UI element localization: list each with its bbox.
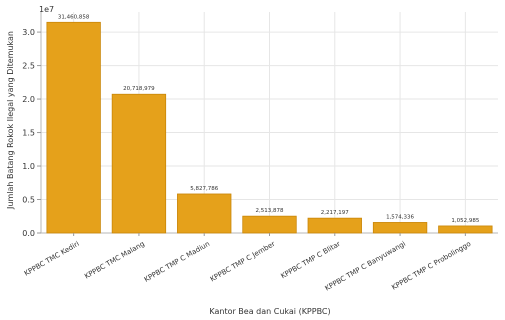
bar: [46, 21, 101, 234]
x-tick-label: KPPBC TMP C Madiun: [143, 240, 211, 284]
bar: [372, 222, 428, 234]
bar-value-label: 5,827,786: [190, 186, 218, 192]
bars-layer: [46, 21, 493, 234]
bar: [111, 93, 167, 234]
y-ticks-layer: 0.0 0.5 1.0 1.5 2.0 2.5 3.0: [22, 28, 41, 238]
bar-labels-layer: 31,460,858 20,718,979 5,827,786 2,513,878 2,…: [58, 14, 480, 224]
bar-value-label: 2,513,878: [256, 208, 284, 214]
y-tick-label: 0.5: [22, 196, 35, 205]
x-tick-label: KPPBC TMP C Jember: [209, 240, 277, 284]
y-tick-label: 2.5: [22, 62, 35, 71]
x-tick-label: KPPBC TMP C Blitar: [279, 240, 341, 281]
y-tick-label: 1.5: [22, 129, 35, 138]
y-tick-label: 1.0: [22, 162, 35, 171]
bar-value-label: 1,052,985: [451, 218, 479, 224]
y-tick-label: 0.0: [22, 229, 35, 238]
y-tick-label: 3.0: [22, 28, 35, 37]
bar-value-label: 20,718,979: [123, 86, 155, 92]
bar: [242, 215, 297, 234]
y-axis-title: Jumlah Batang Rokok Ilegal yang Ditemuka…: [6, 31, 15, 210]
grid-layer: [41, 12, 498, 234]
bar: [307, 217, 362, 234]
bar: [438, 225, 493, 234]
y-axis-multiplier: 1e7: [39, 5, 54, 14]
x-tick-label: KPPBC TMC Kediri: [23, 240, 81, 278]
bar-value-label: 2,217,197: [321, 210, 349, 216]
y-tick-label: 2.0: [22, 95, 35, 104]
x-axis-title: Kantor Bea dan Cukai (KPPBC): [209, 307, 330, 316]
x-tick-label: KPPBC TMC Malang: [83, 240, 146, 281]
bar-value-label: 31,460,858: [58, 14, 90, 20]
bar: [177, 193, 232, 234]
bar-value-label: 1,574,336: [386, 214, 414, 220]
